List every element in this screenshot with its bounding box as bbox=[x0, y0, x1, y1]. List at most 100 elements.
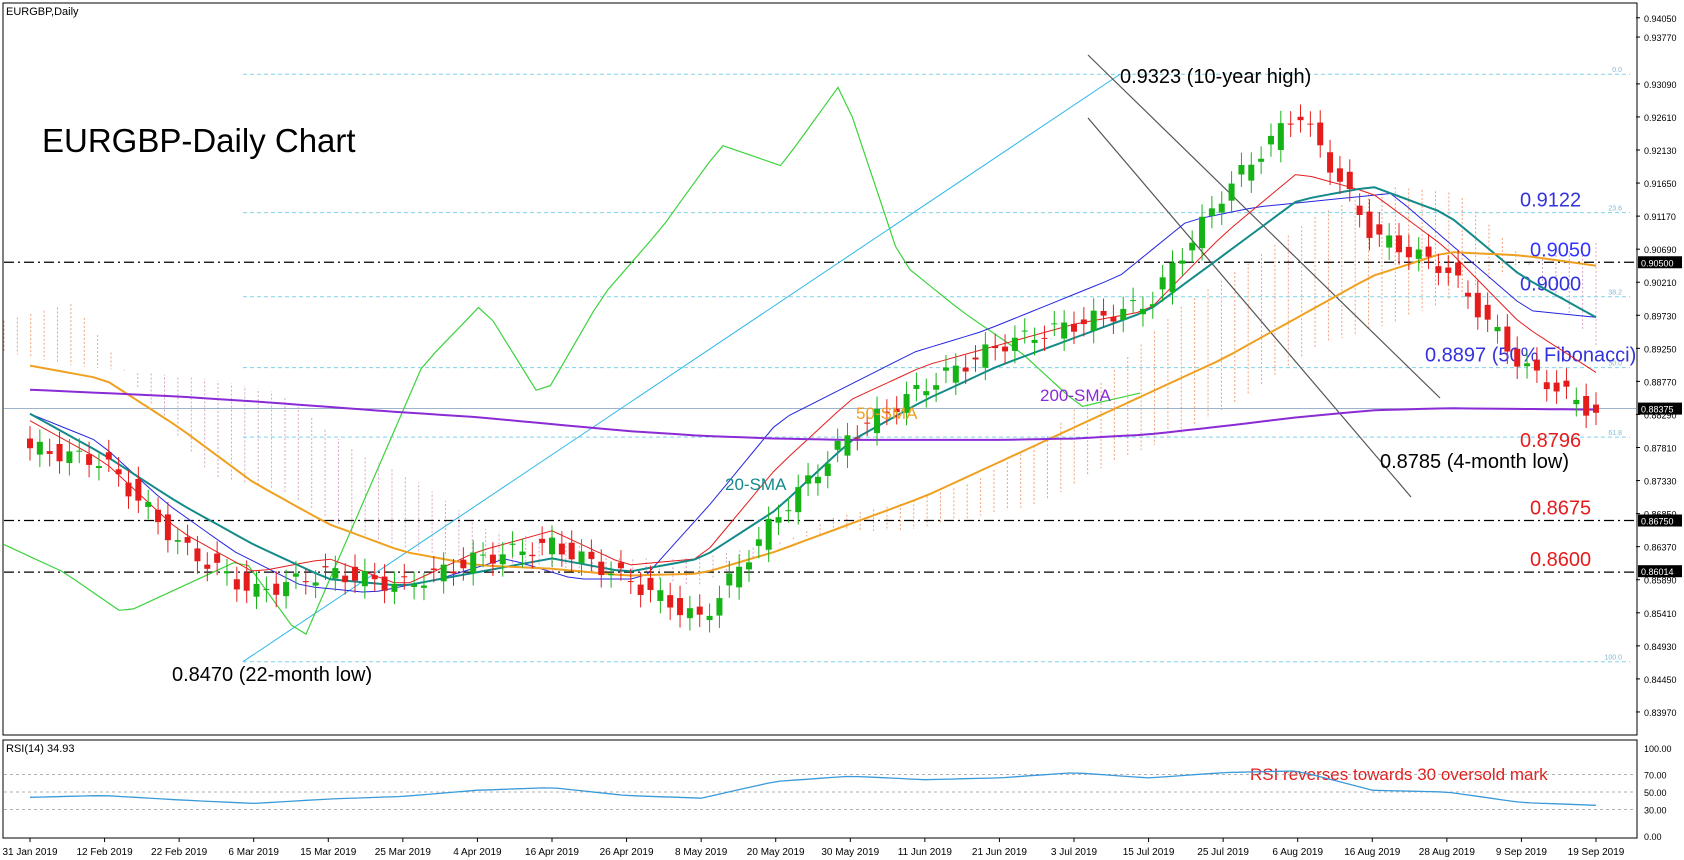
candle-body bbox=[647, 577, 654, 590]
candle bbox=[1080, 307, 1087, 337]
candle bbox=[627, 568, 634, 595]
candle bbox=[1494, 314, 1501, 344]
candle-body bbox=[283, 582, 290, 597]
candle bbox=[430, 556, 437, 583]
fib-label: 0.8897 (50% Fibonacci) bbox=[1425, 345, 1636, 367]
candle bbox=[27, 426, 33, 461]
candle-body bbox=[913, 385, 920, 389]
candle bbox=[578, 539, 585, 576]
candle-body bbox=[814, 476, 821, 484]
candle-body bbox=[1169, 262, 1176, 293]
candle bbox=[1317, 110, 1324, 158]
candle bbox=[893, 396, 900, 425]
candle-body bbox=[1199, 216, 1206, 249]
candle-body bbox=[637, 584, 644, 596]
candle bbox=[155, 497, 162, 535]
date-tick-label: 21 Jun 2019 bbox=[972, 847, 1027, 858]
date-tick-label: 6 Mar 2019 bbox=[228, 847, 279, 858]
kijun-line bbox=[29, 192, 1597, 593]
candle bbox=[371, 562, 378, 592]
candle-body bbox=[56, 443, 63, 462]
candle bbox=[1267, 123, 1274, 157]
candle bbox=[1159, 264, 1166, 302]
candle bbox=[972, 345, 979, 372]
candle-body bbox=[1071, 323, 1077, 332]
candle bbox=[1524, 350, 1531, 379]
candle bbox=[982, 332, 989, 381]
candle bbox=[1208, 195, 1215, 229]
indicator-lines bbox=[3, 86, 1597, 635]
candle bbox=[874, 396, 881, 446]
candle bbox=[933, 372, 940, 403]
candle-body bbox=[95, 466, 102, 469]
candle-body bbox=[1376, 224, 1383, 235]
candle-body bbox=[933, 385, 940, 390]
candle bbox=[696, 594, 703, 628]
price-candles bbox=[27, 104, 1599, 633]
date-tick-label: 11 Jun 2019 bbox=[898, 847, 953, 858]
candle bbox=[1031, 327, 1038, 356]
candle-body bbox=[66, 451, 73, 464]
chikou-line bbox=[3, 86, 1141, 635]
level-label: 0.9050 bbox=[1530, 239, 1591, 261]
candle bbox=[283, 569, 290, 609]
candle-body bbox=[322, 566, 329, 568]
candle bbox=[1051, 310, 1058, 337]
candle-body bbox=[696, 606, 703, 615]
candle-body bbox=[617, 562, 624, 569]
candle-body bbox=[1484, 304, 1491, 320]
candle-body bbox=[982, 344, 989, 368]
candle-body bbox=[164, 514, 171, 541]
candle bbox=[115, 456, 122, 487]
candle bbox=[1533, 347, 1540, 383]
candle-body bbox=[1100, 310, 1107, 316]
date-tick-label: 19 Sep 2019 bbox=[1568, 847, 1625, 858]
candle-body bbox=[558, 543, 565, 555]
fib-tag: 38.2 bbox=[1608, 290, 1622, 297]
candle bbox=[1139, 296, 1146, 327]
candle bbox=[342, 563, 349, 595]
candle bbox=[253, 571, 260, 610]
candle bbox=[273, 571, 280, 608]
candle bbox=[716, 585, 723, 628]
candle bbox=[1179, 248, 1186, 277]
candle-body bbox=[1474, 292, 1481, 318]
candle bbox=[805, 462, 812, 497]
horizontal-levels: 0.9050 0.8675 0.8600 bbox=[4, 239, 1636, 573]
candle bbox=[1130, 287, 1137, 314]
candle-body bbox=[1041, 337, 1048, 339]
candle bbox=[647, 565, 654, 603]
candle-body bbox=[125, 482, 132, 497]
candle-body bbox=[598, 561, 605, 576]
candle bbox=[1228, 171, 1235, 214]
candle-body bbox=[962, 367, 969, 372]
price-tick-label: 0.85890 bbox=[1644, 576, 1677, 586]
candle-body bbox=[135, 478, 142, 501]
candle-body bbox=[1396, 235, 1403, 253]
price-marker: 0.86014 bbox=[1638, 565, 1682, 578]
rsi-tick-label: 50.00 bbox=[1644, 788, 1667, 798]
candle bbox=[164, 502, 171, 553]
candle bbox=[1583, 383, 1590, 429]
candle bbox=[1386, 223, 1393, 260]
candle-body bbox=[1445, 267, 1452, 273]
candle-body bbox=[883, 411, 890, 413]
candle bbox=[814, 464, 821, 496]
candle-body bbox=[726, 573, 733, 586]
candle bbox=[1573, 387, 1580, 417]
candle-body bbox=[1228, 183, 1235, 201]
candle bbox=[1061, 310, 1068, 351]
candle bbox=[420, 573, 427, 601]
candle-body bbox=[371, 575, 378, 580]
level-label: 0.8675 bbox=[1530, 498, 1591, 520]
candle bbox=[1553, 370, 1560, 404]
candle bbox=[1071, 311, 1077, 345]
candle bbox=[1593, 392, 1599, 426]
candle bbox=[46, 438, 53, 467]
fib-label: 0.9122 bbox=[1520, 190, 1581, 212]
tenkan-line bbox=[29, 174, 1597, 584]
candle bbox=[667, 582, 674, 620]
price-marker-box bbox=[1638, 514, 1682, 527]
candle bbox=[1090, 298, 1097, 344]
candle bbox=[834, 428, 841, 463]
